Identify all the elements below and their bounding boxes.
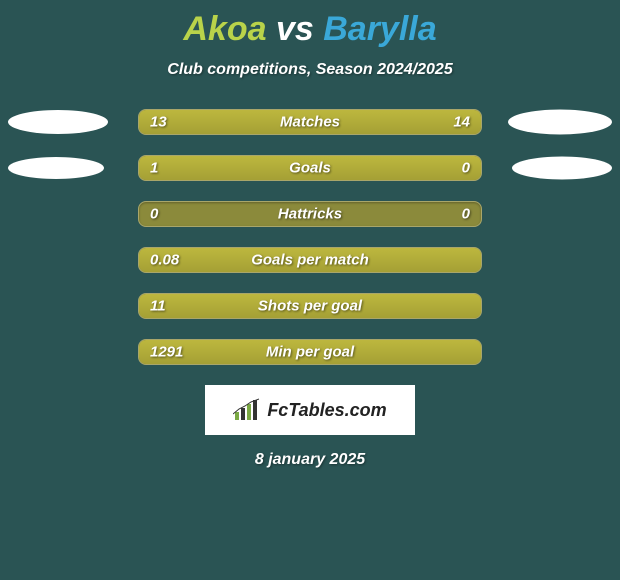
brand-badge: FcTables.com xyxy=(205,385,415,435)
stat-row: 1291 Min per goal xyxy=(0,339,620,365)
ellipse-right xyxy=(512,157,612,180)
title-player1: Akoa xyxy=(183,10,266,48)
ellipse-left xyxy=(8,110,108,134)
value-left: 1 xyxy=(150,160,158,177)
value-left: 0.08 xyxy=(150,252,179,269)
stat-label: Matches xyxy=(280,114,340,131)
title-vs: vs xyxy=(276,10,314,48)
ellipse-right xyxy=(508,110,612,135)
value-right: 0 xyxy=(462,206,470,223)
stat-label: Goals per match xyxy=(251,252,369,269)
bar-fill-right xyxy=(413,156,481,180)
stat-label: Min per goal xyxy=(266,344,354,361)
stat-row: 0.08 Goals per match xyxy=(0,247,620,273)
value-left: 0 xyxy=(150,206,158,223)
ellipse-left xyxy=(8,157,104,179)
stat-row: 11 Shots per goal xyxy=(0,293,620,319)
footer-date: 8 january 2025 xyxy=(0,451,620,469)
bar-chart-icon xyxy=(233,398,261,422)
stat-label: Goals xyxy=(289,160,331,177)
bar-fill-left xyxy=(139,156,413,180)
comparison-chart: 13 14 Matches 1 0 Goals 0 0 Hattricks 0.08 Goals p… xyxy=(0,109,620,365)
value-left: 11 xyxy=(150,298,166,315)
subtitle: Club competitions, Season 2024/2025 xyxy=(0,61,620,79)
value-left: 13 xyxy=(150,114,167,131)
value-right: 0 xyxy=(462,160,470,177)
stat-row: 0 0 Hattricks xyxy=(0,201,620,227)
value-left: 1291 xyxy=(150,344,183,361)
value-right: 14 xyxy=(453,114,470,131)
page-title: Akoa vs Barylla xyxy=(0,0,620,49)
stat-row: 1 0 Goals xyxy=(0,155,620,181)
stat-label: Shots per goal xyxy=(258,298,362,315)
stat-label: Hattricks xyxy=(278,206,342,223)
brand-text: FcTables.com xyxy=(267,400,386,421)
stat-row: 13 14 Matches xyxy=(0,109,620,135)
title-player2: Barylla xyxy=(323,10,436,48)
